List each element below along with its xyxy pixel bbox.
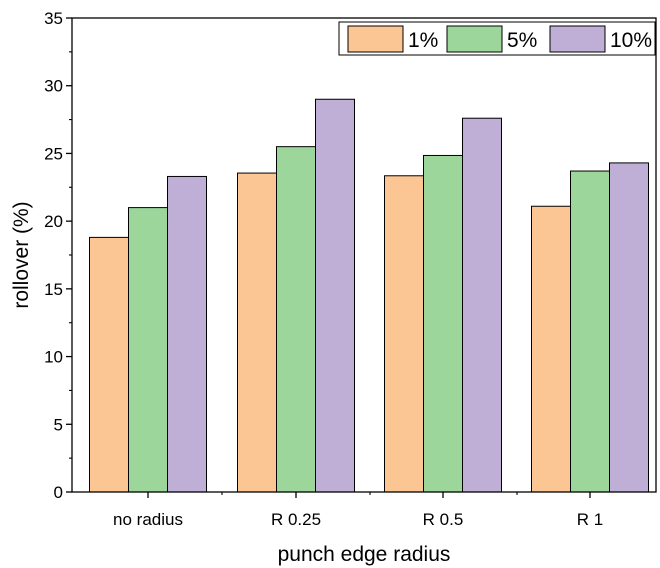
x-tick-label: R 0.5 <box>423 510 464 529</box>
legend-label: 1% <box>408 29 438 52</box>
bar-1pct-r-0.25 <box>237 172 277 493</box>
bar-10pct-r-1 <box>609 162 649 493</box>
bar-1pct-r-0.5 <box>384 175 424 493</box>
bar-5pct-r-0.5 <box>423 154 463 493</box>
x-tick-label: R 0.25 <box>271 510 321 529</box>
x-tick-label: no radius <box>113 510 183 529</box>
legend: 1% 5% 10% <box>338 21 656 56</box>
legend-label: 10% <box>610 29 652 52</box>
y-tick-label: 25 <box>44 144 63 163</box>
legend-swatch <box>446 25 503 53</box>
x-axis-title: punch edge radius <box>278 543 451 566</box>
bar-10pct-r-0.5 <box>462 117 502 493</box>
y-axis-title: rollover (%) <box>10 201 33 308</box>
bar-5pct-r-0.25 <box>276 146 316 493</box>
bar-5pct-no-radius <box>128 207 168 493</box>
bar-1pct-r-1 <box>531 205 571 493</box>
legend-swatch <box>549 25 606 53</box>
y-axis-ticks: 0 5 10 15 20 25 30 35 <box>44 9 72 502</box>
bars-group <box>89 98 649 493</box>
x-tick-label: R 1 <box>577 510 603 529</box>
y-tick-label: 30 <box>44 77 63 96</box>
y-tick-label: 20 <box>44 212 63 231</box>
y-tick-label: 35 <box>44 9 63 28</box>
x-axis-ticks: no radius R 0.25 R 0.5 R 1 <box>113 492 603 529</box>
y-tick-label: 5 <box>54 415 63 434</box>
legend-swatch <box>347 25 404 53</box>
y-tick-label: 10 <box>44 348 63 367</box>
bar-5pct-r-1 <box>570 170 610 493</box>
plot-frame <box>71 17 657 493</box>
y-tick-label: 15 <box>44 280 63 299</box>
bar-10pct-no-radius <box>167 175 207 493</box>
y-tick-label: 0 <box>54 483 63 502</box>
bar-1pct-no-radius <box>89 236 129 493</box>
bar-10pct-r-0.25 <box>315 98 355 493</box>
legend-label: 5% <box>507 29 537 52</box>
